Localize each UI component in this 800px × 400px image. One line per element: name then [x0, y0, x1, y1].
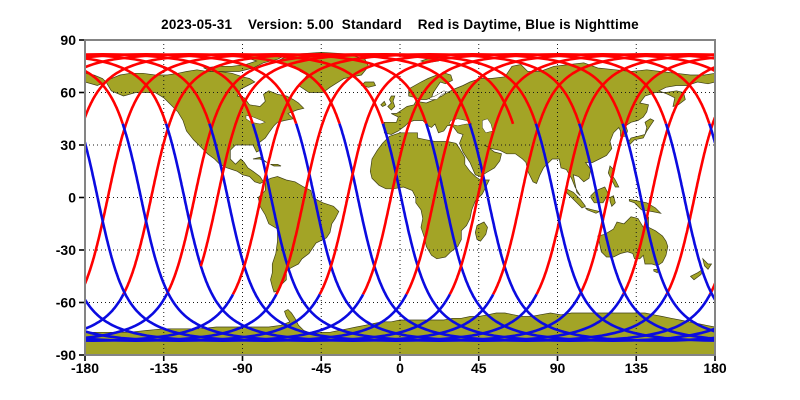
land-ireland — [380, 100, 387, 107]
y-tick-label-90: 90 — [60, 32, 76, 48]
land-scandinavia — [408, 72, 453, 100]
land-eurasia — [383, 62, 715, 197]
daytime-ground-track — [275, 53, 624, 296]
daytime-ground-track — [578, 56, 715, 295]
nighttime-ground-track — [85, 293, 168, 340]
daytime-ground-track — [85, 53, 298, 124]
plot-frame — [84, 39, 716, 356]
land-new-zealand-north — [702, 257, 713, 270]
nighttime-ground-track — [226, 197, 538, 342]
land-java — [584, 207, 601, 214]
land-borneo — [590, 186, 609, 204]
daytime-ground-track — [491, 53, 715, 296]
x-tick-label-180: 180 — [703, 360, 727, 376]
land-cuba — [252, 156, 268, 163]
y-tick-label-60: 60 — [60, 85, 76, 101]
nighttime-ground-track — [468, 123, 490, 198]
x-tick-label--90: -90 — [232, 360, 252, 376]
land-japan — [627, 118, 655, 146]
x-tick-label--135: -135 — [150, 360, 178, 376]
nighttime-ground-track — [85, 293, 278, 342]
land-north-america — [105, 69, 305, 184]
nighttime-ground-track — [121, 123, 143, 198]
nighttime-ground-track — [486, 197, 715, 342]
nighttime-ground-track — [552, 197, 715, 342]
nighttime-ground-track — [269, 197, 582, 342]
nighttime-ground-track — [85, 293, 235, 342]
nighttime-ground-track — [139, 197, 451, 342]
daytime-ground-track — [85, 53, 255, 125]
y-tick-label--60: -60 — [56, 295, 76, 311]
y-tick-label--30: -30 — [56, 242, 76, 258]
x-tick-label-90: 90 — [550, 360, 566, 376]
daytime-ground-track — [231, 53, 581, 296]
nighttime-ground-track — [164, 123, 186, 198]
chart-title: 2023-05-31 Version: 5.00 Standard Red is… — [161, 17, 639, 32]
x-tick-label-135: 135 — [625, 360, 649, 376]
daytime-ground-track — [318, 53, 668, 295]
nighttime-ground-track — [85, 293, 365, 342]
nighttime-ground-track — [682, 197, 715, 302]
nighttime-ground-track — [96, 197, 408, 342]
daytime-ground-track — [85, 53, 211, 124]
nighttime-ground-track — [381, 123, 403, 198]
land-madagascar — [474, 221, 488, 242]
x-tick-label--180: -180 — [71, 360, 99, 376]
daytime-ground-track — [85, 53, 428, 285]
y-tick-label--90: -90 — [56, 347, 76, 363]
land-australia — [597, 216, 669, 267]
y-tick-label-30: 30 — [60, 137, 76, 153]
nighttime-ground-track — [621, 123, 643, 198]
water-baltic-sea — [429, 90, 450, 100]
daytime-ground-track — [405, 53, 715, 296]
nighttime-ground-track — [356, 197, 668, 342]
y-tick-label-0: 0 — [68, 190, 76, 206]
nighttime-ground-track — [313, 197, 625, 342]
nighttime-ground-track — [534, 123, 556, 198]
nighttime-ground-track — [85, 141, 99, 198]
nighttime-ground-track — [338, 123, 360, 198]
nighttime-ground-track — [208, 123, 229, 198]
land-sulawesi — [609, 195, 616, 207]
daytime-ground-track — [448, 53, 715, 295]
daytime-ground-track — [85, 69, 124, 125]
daytime-ground-track — [199, 53, 538, 267]
land-new-zealand-south — [689, 268, 704, 281]
land-hispaniola — [270, 163, 282, 167]
x-tick-label-0: 0 — [396, 360, 404, 376]
nighttime-ground-track — [424, 123, 446, 198]
nighttime-ground-track — [596, 197, 715, 340]
nighttime-ground-track — [399, 197, 712, 342]
daytime-ground-track — [665, 116, 715, 296]
land-sumatra — [565, 188, 587, 209]
land-great-britain — [387, 95, 396, 111]
nighttime-ground-track — [664, 123, 686, 198]
daytime-ground-track — [361, 53, 711, 296]
nighttime-ground-track — [577, 123, 599, 198]
daytime-ground-track — [85, 57, 168, 124]
plot-area — [85, 40, 715, 355]
daytime-ground-track — [85, 53, 385, 125]
daytime-ground-track — [622, 65, 715, 296]
x-tick-label--45: -45 — [311, 360, 331, 376]
x-tick-label-45: 45 — [471, 360, 487, 376]
nighttime-ground-track — [183, 197, 495, 342]
nighttime-ground-track — [251, 123, 273, 198]
nighttime-ground-track — [639, 197, 715, 333]
nighttime-ground-track — [85, 293, 125, 331]
nighttime-ground-track — [294, 123, 316, 198]
